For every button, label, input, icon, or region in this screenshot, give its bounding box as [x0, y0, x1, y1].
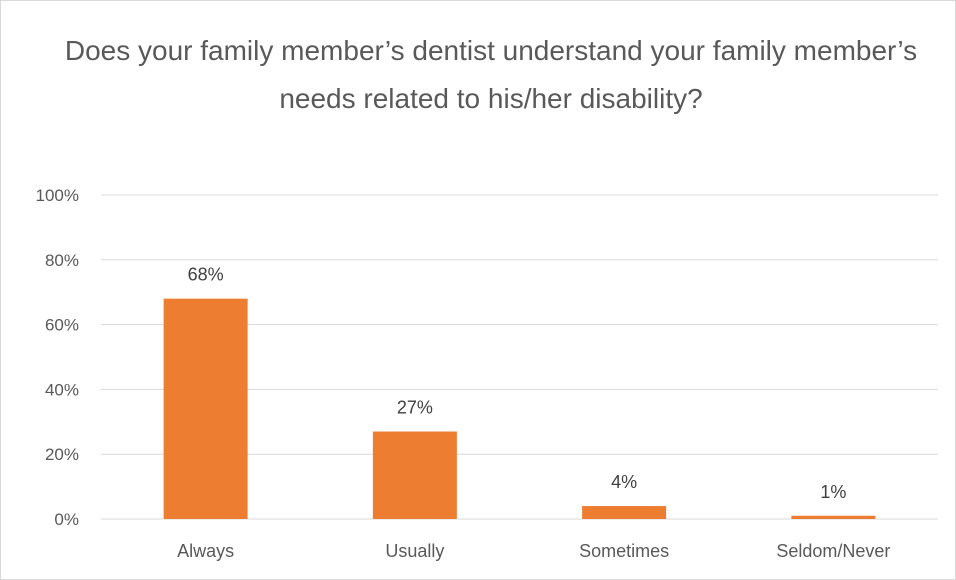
data-label: 27% — [397, 398, 433, 418]
chart-title: Does your family member’s dentist unders… — [64, 35, 918, 114]
bar — [791, 515, 876, 519]
y-tick-label: 100% — [36, 186, 79, 205]
bar — [163, 298, 248, 519]
category-label: Sometimes — [579, 541, 669, 561]
y-tick-label: 0% — [54, 510, 79, 529]
data-label: 4% — [611, 472, 637, 492]
data-label: 1% — [820, 482, 846, 502]
y-tick-label: 80% — [45, 251, 79, 270]
y-tick-label: 40% — [45, 380, 79, 399]
data-label: 68% — [188, 265, 224, 285]
bar — [582, 506, 667, 519]
category-label: Usually — [385, 541, 444, 561]
y-tick-label: 20% — [45, 445, 79, 464]
category-label: Always — [177, 541, 234, 561]
bar — [372, 431, 457, 519]
y-tick-label: 60% — [45, 316, 79, 335]
category-label: Seldom/Never — [776, 541, 890, 561]
